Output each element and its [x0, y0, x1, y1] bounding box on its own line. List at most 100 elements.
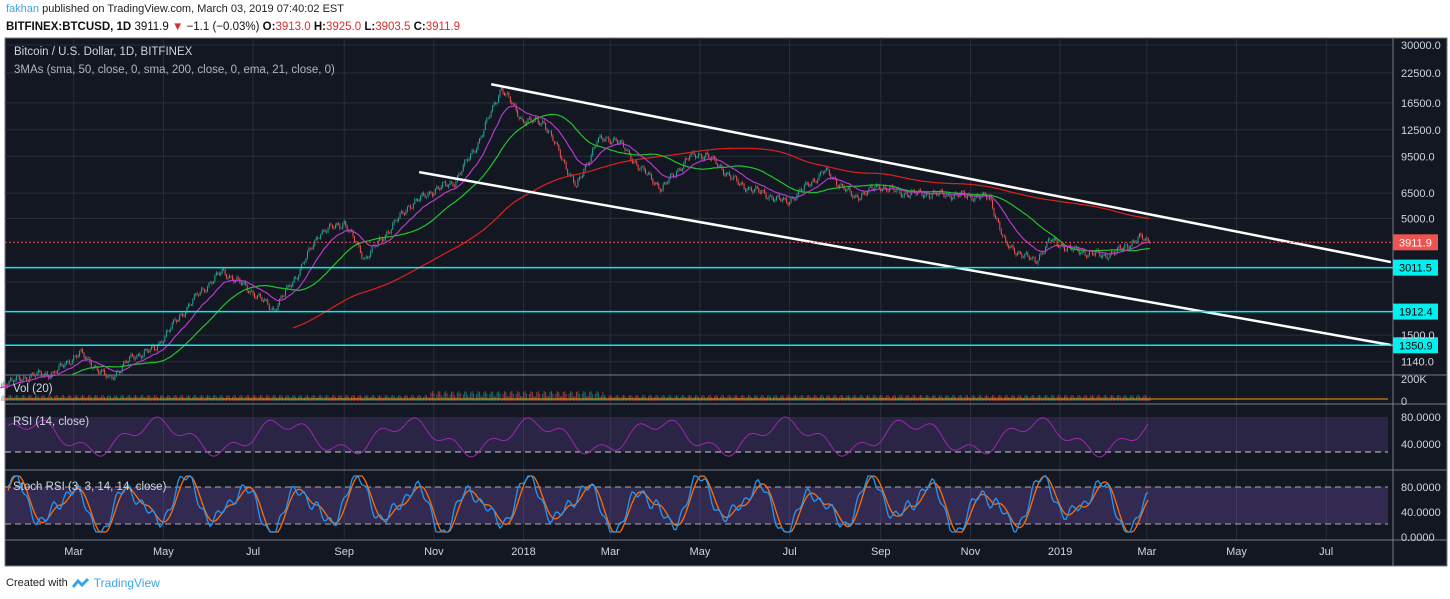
candle	[724, 174, 726, 176]
volume-bar	[991, 395, 993, 401]
volume-bar	[212, 395, 214, 401]
candle	[733, 176, 735, 179]
volume-bar	[124, 398, 126, 401]
candle	[589, 161, 591, 165]
candle	[600, 135, 602, 138]
volume-bar	[359, 395, 361, 401]
candle	[1091, 251, 1093, 255]
candle	[430, 191, 432, 194]
volume-bar	[1078, 395, 1080, 401]
candle	[737, 180, 739, 185]
candle	[743, 183, 745, 189]
time-tick-label: Nov	[424, 546, 444, 558]
candle	[389, 232, 391, 234]
candle	[811, 181, 813, 186]
volume-bar	[195, 395, 197, 401]
author-link[interactable]: fakhan	[6, 3, 40, 15]
candle	[104, 370, 106, 375]
candle	[720, 165, 722, 166]
candle	[559, 150, 561, 157]
sma50-line	[72, 113, 1150, 376]
candle	[858, 197, 860, 201]
candle	[204, 289, 206, 292]
candle	[165, 331, 167, 337]
volume-bar	[486, 393, 488, 401]
volume-bar	[1130, 395, 1132, 401]
volume-bar	[430, 392, 432, 401]
volume-bar	[109, 395, 111, 401]
candle	[45, 372, 47, 374]
channel-upper-trendline	[490, 83, 1392, 264]
candle	[240, 282, 242, 285]
volume-bar	[958, 395, 960, 401]
candle	[296, 277, 298, 280]
candle	[340, 227, 342, 229]
candle	[480, 137, 482, 139]
volume-bar	[956, 398, 958, 401]
volume-bar	[1116, 395, 1118, 401]
volume-bar	[727, 395, 729, 401]
candle	[517, 110, 519, 117]
candle	[105, 374, 107, 378]
candle	[715, 158, 717, 165]
volume-bar	[17, 395, 19, 401]
candle	[706, 152, 708, 155]
candle	[524, 122, 526, 125]
candle	[61, 363, 63, 366]
candle	[1109, 253, 1111, 259]
volume-bar	[966, 395, 968, 401]
candle	[730, 175, 732, 180]
candle	[1102, 255, 1104, 258]
volume-bar	[312, 395, 314, 401]
candle	[107, 377, 109, 378]
candle	[530, 117, 532, 121]
volume-bar	[464, 391, 466, 401]
volume-bar	[256, 398, 258, 401]
candle	[134, 358, 136, 360]
candle	[943, 193, 945, 198]
candle	[887, 191, 889, 192]
time-tick-label: Sep	[871, 546, 891, 558]
candle	[1046, 241, 1048, 248]
candle	[1138, 233, 1140, 238]
candle	[869, 185, 871, 188]
candle	[630, 153, 632, 160]
volume-bar	[894, 395, 896, 401]
candle	[133, 355, 135, 360]
volume-bar	[70, 395, 72, 401]
down-arrow-icon: ▼	[171, 21, 184, 33]
volume-bar	[161, 395, 163, 401]
candle	[1128, 247, 1130, 249]
time-tick-label: May	[1226, 546, 1247, 558]
candle	[451, 181, 453, 183]
candle	[927, 192, 929, 195]
volume-bar	[26, 398, 28, 401]
volume-bar	[617, 395, 619, 401]
candle	[527, 118, 529, 123]
volume-bar	[670, 395, 672, 401]
volume-bar	[611, 395, 613, 401]
volume-bar	[362, 398, 364, 401]
candle	[652, 179, 654, 184]
candle	[346, 225, 348, 231]
volume-bar	[15, 395, 17, 401]
candle	[712, 156, 714, 158]
candle	[584, 165, 586, 171]
candle	[49, 377, 51, 379]
candle	[51, 373, 53, 378]
candle	[537, 118, 539, 123]
candle	[548, 131, 550, 133]
candle	[836, 179, 838, 185]
volume-bar	[405, 395, 407, 401]
volume-bar	[1112, 395, 1114, 401]
candle	[1052, 239, 1054, 242]
tradingview-link[interactable]: TradingView	[93, 576, 160, 590]
candle	[765, 193, 767, 199]
candle	[978, 196, 980, 199]
volume-bar	[98, 398, 100, 401]
candle	[329, 224, 331, 228]
candle	[553, 141, 555, 144]
volume-bar	[490, 391, 492, 401]
price-tick-label: 1500.0	[1401, 330, 1435, 342]
